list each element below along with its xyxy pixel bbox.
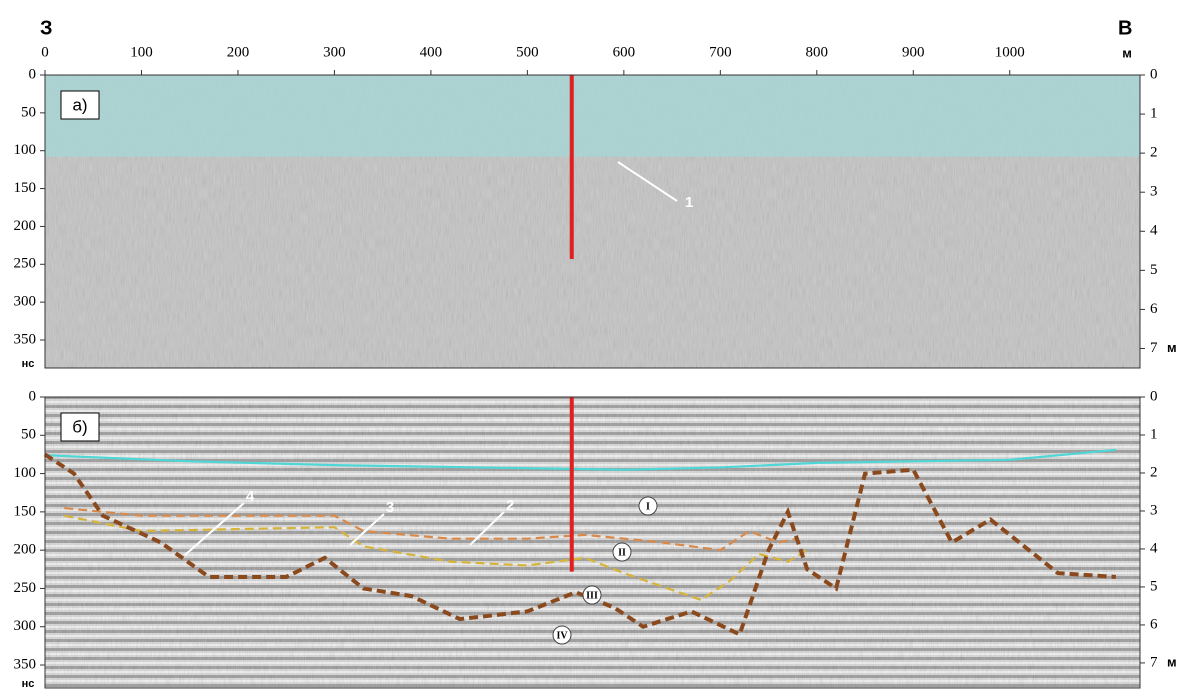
y2-tick-label: 6 <box>1150 616 1158 632</box>
x-tick-label: 500 <box>516 44 539 60</box>
direction-west: З <box>40 17 53 39</box>
x-tick-label: 400 <box>420 44 443 60</box>
leader-line <box>349 513 385 546</box>
horizon-line <box>64 506 798 552</box>
y-unit: нс <box>22 678 35 690</box>
horizon-line <box>43 452 1117 638</box>
x-tick-label: 300 <box>323 44 346 60</box>
y2-tick-label: 7 <box>1150 340 1158 356</box>
y-tick-label: 100 <box>14 465 37 481</box>
y2-tick-label: 2 <box>1150 464 1158 480</box>
y-unit: нс <box>22 358 35 370</box>
panel-label-box <box>60 90 100 120</box>
y-tick-label: 150 <box>14 503 37 519</box>
y2-tick-label: 3 <box>1150 184 1158 200</box>
water-layer <box>45 75 1140 157</box>
plot-frame <box>44 396 1141 689</box>
annotation-circle <box>638 496 658 516</box>
y-tick-label: 200 <box>14 218 37 234</box>
x-tick-label: 900 <box>902 44 925 60</box>
horizon-line <box>44 448 1116 471</box>
y2-unit: м <box>1167 340 1177 355</box>
y-tick-label: 200 <box>14 542 37 558</box>
x-tick-label: 0 <box>41 44 49 60</box>
y-tick-label: 0 <box>29 66 37 82</box>
annotation-circle <box>582 585 602 605</box>
annotation: 1 <box>685 194 693 211</box>
x-tick-label: 200 <box>227 44 250 60</box>
y-tick-label: 150 <box>14 180 37 196</box>
annotation-circle <box>552 625 572 645</box>
horizon-label: 2 <box>506 497 514 514</box>
y-tick-label: 50 <box>21 427 36 443</box>
x-tick-label: 800 <box>806 44 829 60</box>
y-tick-label: 250 <box>14 580 37 596</box>
radargram-noise <box>45 397 1140 688</box>
y2-unit: м <box>1167 654 1177 669</box>
horizon-line <box>64 514 808 602</box>
annotation: IV <box>556 630 568 641</box>
leader-line <box>617 161 678 202</box>
annotation: I <box>646 501 650 512</box>
x-tick-label: 600 <box>613 44 636 60</box>
horizon-label: 3 <box>386 499 394 516</box>
y2-tick-label: 1 <box>1150 426 1158 442</box>
y2-tick-label: 5 <box>1150 262 1158 278</box>
y2-tick-label: 1 <box>1150 106 1158 122</box>
horizon-label: 4 <box>246 488 255 505</box>
plot-frame <box>44 74 1141 369</box>
y2-tick-label: 4 <box>1150 223 1158 239</box>
y-tick-label: 100 <box>14 142 37 158</box>
y2-tick-label: 5 <box>1150 578 1158 594</box>
x-tick-label: 700 <box>709 44 732 60</box>
x-unit: м <box>1122 45 1132 60</box>
y2-tick-label: 4 <box>1150 540 1158 556</box>
y-tick-label: 350 <box>14 331 37 347</box>
y2-tick-label: 7 <box>1150 654 1158 670</box>
y-tick-label: 350 <box>14 656 37 672</box>
x-tick-label: 100 <box>130 44 153 60</box>
x-tick-label: 1000 <box>995 44 1025 60</box>
y2-tick-label: 2 <box>1150 145 1158 161</box>
y-tick-label: 0 <box>29 388 37 404</box>
annotation: III <box>586 590 598 601</box>
panel-label: а) <box>72 95 87 114</box>
panel-label: б) <box>72 417 87 436</box>
y2-tick-label: 0 <box>1150 66 1158 82</box>
y-tick-label: 300 <box>14 294 37 310</box>
annotation-circle <box>612 542 632 562</box>
leader-line <box>184 502 245 556</box>
direction-east: В <box>1118 17 1132 39</box>
y-tick-label: 250 <box>14 256 37 272</box>
y-tick-label: 300 <box>14 618 37 634</box>
leader-line <box>469 511 505 546</box>
y2-tick-label: 0 <box>1150 388 1158 404</box>
annotation: II <box>618 547 626 558</box>
panel-label-box <box>60 412 100 442</box>
y-tick-label: 50 <box>21 104 36 120</box>
y2-tick-label: 6 <box>1150 301 1158 317</box>
y2-tick-label: 3 <box>1150 502 1158 518</box>
